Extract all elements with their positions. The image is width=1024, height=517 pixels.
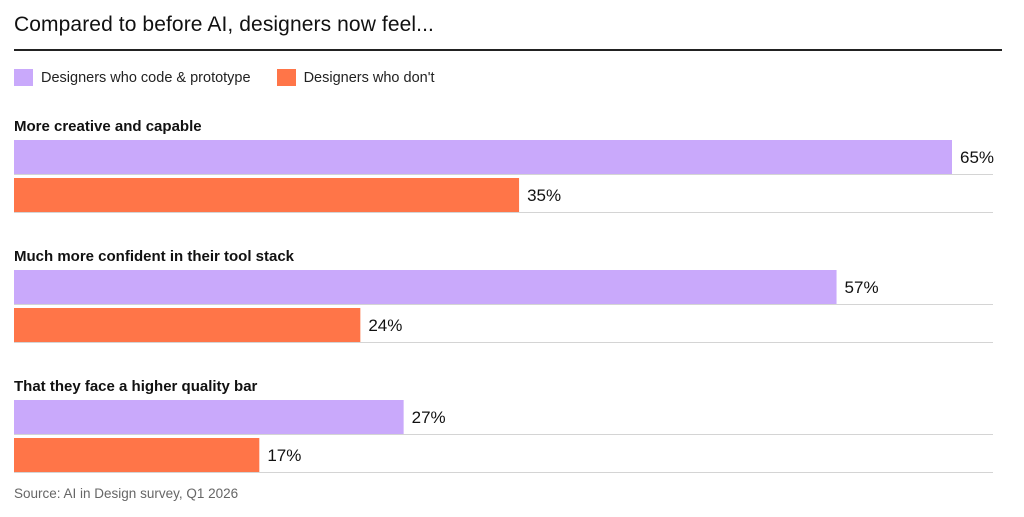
- bar-creative-capable-code-prototype: [14, 140, 952, 174]
- bar-confident-tool-stack-code-prototype: [14, 270, 837, 304]
- value-label-creative-capable-code-prototype: 65%: [960, 148, 994, 167]
- category-label-higher-quality-bar: That they face a higher quality bar: [14, 378, 258, 395]
- legend-item-code-prototype: Designers who code & prototype: [14, 69, 251, 86]
- value-label-confident-tool-stack-code-prototype: 57%: [845, 278, 879, 297]
- legend-swatch-dont-code: [276, 69, 296, 86]
- legend-label-code-prototype: Designers who code & prototype: [41, 69, 251, 86]
- chart-title: Compared to before AI, designers now fee…: [14, 13, 434, 36]
- bar-higher-quality-bar-dont-code: [14, 438, 260, 472]
- source-note: Source: AI in Design survey, Q1 2026: [14, 486, 239, 501]
- title-divider: [14, 49, 1002, 51]
- legend-item-dont-code: Designers who don't: [276, 69, 435, 86]
- value-label-higher-quality-bar-dont-code: 17%: [267, 446, 301, 465]
- category-label-confident-tool-stack: Much more confident in their tool stack: [14, 248, 295, 265]
- chart-legend: Designers who code & prototype Designers…: [14, 69, 461, 86]
- value-label-higher-quality-bar-code-prototype: 27%: [412, 408, 446, 427]
- bar-chart: More creative and capable 65% 35% Much more…: [14, 118, 994, 473]
- value-label-confident-tool-stack-dont-code: 24%: [368, 316, 402, 335]
- category-label-creative-capable: More creative and capable: [14, 118, 202, 135]
- legend-label-dont-code: Designers who don't: [303, 69, 435, 86]
- bar-confident-tool-stack-dont-code: [14, 308, 361, 342]
- bar-creative-capable-dont-code: [14, 178, 520, 212]
- legend-swatch-code-prototype: [14, 69, 33, 86]
- bar-higher-quality-bar-code-prototype: [14, 400, 404, 434]
- value-label-creative-capable-dont-code: 35%: [527, 186, 561, 205]
